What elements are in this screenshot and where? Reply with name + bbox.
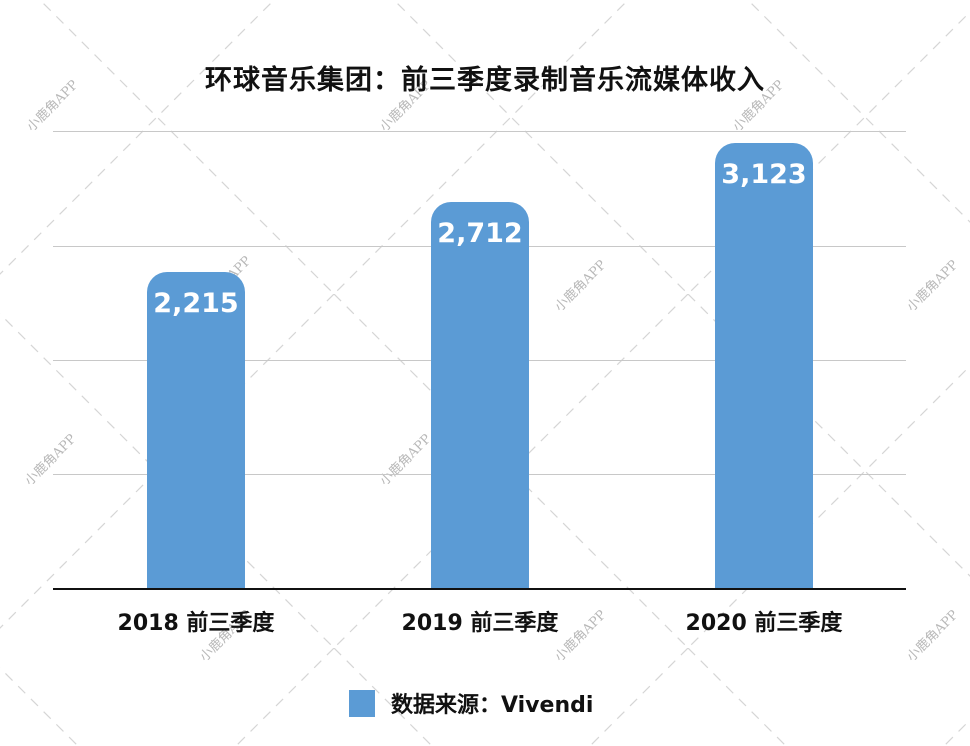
plot-area: 2,215 2,712 3,123	[53, 131, 906, 590]
bar-value-label: 2,712	[437, 218, 523, 249]
legend-label: 数据来源：Vivendi	[391, 693, 594, 718]
bar-2020: 3,123	[715, 143, 813, 589]
legend-swatch	[349, 689, 375, 717]
bar-value-label: 2,215	[153, 288, 239, 319]
x-axis-line	[53, 588, 906, 590]
bar-2018: 2,215	[147, 272, 245, 589]
chart-title: 环球音乐集团：前三季度录制音乐流媒体收入	[205, 65, 765, 96]
bar-value-label: 3,123	[721, 159, 807, 190]
watermark-text: 小鹿角APP	[904, 607, 962, 665]
gridline	[53, 131, 906, 132]
x-axis-label-2018: 2018 前三季度	[117, 611, 275, 636]
x-axis-label-2019: 2019 前三季度	[401, 611, 559, 636]
bar-2019: 2,712	[431, 202, 529, 589]
watermark-text: 小鹿角APP	[904, 257, 962, 315]
x-axis-label-2020: 2020 前三季度	[685, 611, 843, 636]
legend: 数据来源：Vivendi	[349, 688, 593, 718]
